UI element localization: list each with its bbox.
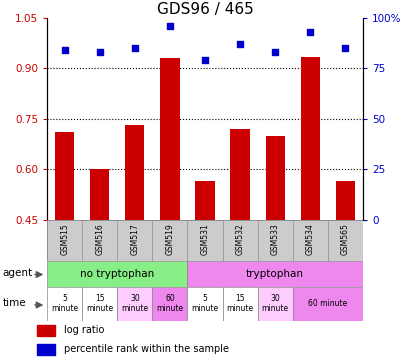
- Text: 5
minute: 5 minute: [191, 294, 218, 313]
- Point: [341, 45, 348, 51]
- Bar: [152, 287, 187, 321]
- Bar: [195, 181, 214, 220]
- Point: [236, 41, 243, 47]
- Bar: [222, 287, 257, 321]
- Text: GSM532: GSM532: [235, 223, 244, 255]
- Bar: [37, 325, 55, 336]
- Point: [306, 29, 313, 35]
- Text: log ratio: log ratio: [63, 325, 103, 335]
- Bar: [125, 125, 144, 220]
- Text: GSM533: GSM533: [270, 223, 279, 255]
- Bar: [47, 287, 82, 321]
- Text: tryptophan: tryptophan: [245, 269, 303, 279]
- Text: agent: agent: [2, 268, 32, 278]
- Text: time: time: [2, 298, 26, 308]
- Point: [61, 47, 68, 53]
- Point: [201, 57, 208, 63]
- Text: GSM515: GSM515: [60, 223, 69, 255]
- Text: 30
minute: 30 minute: [261, 294, 288, 313]
- Text: GSM565: GSM565: [340, 223, 349, 255]
- Point: [166, 23, 173, 29]
- Bar: [292, 220, 327, 261]
- Bar: [257, 287, 292, 321]
- Text: 5
minute: 5 minute: [51, 294, 78, 313]
- Bar: [265, 136, 284, 220]
- Bar: [117, 287, 152, 321]
- Point: [271, 49, 278, 55]
- Bar: [37, 344, 55, 355]
- Text: GSM519: GSM519: [165, 223, 174, 255]
- Bar: [47, 220, 82, 261]
- Bar: [257, 220, 292, 261]
- Bar: [82, 220, 117, 261]
- Text: GSM516: GSM516: [95, 223, 104, 255]
- Bar: [47, 261, 187, 287]
- Bar: [187, 220, 222, 261]
- Text: no tryptophan: no tryptophan: [80, 269, 154, 279]
- Bar: [300, 56, 319, 220]
- Text: 15
minute: 15 minute: [86, 294, 113, 313]
- Bar: [55, 132, 74, 220]
- Bar: [230, 129, 249, 220]
- Text: percentile rank within the sample: percentile rank within the sample: [63, 344, 228, 354]
- Bar: [335, 181, 354, 220]
- Text: GSM517: GSM517: [130, 223, 139, 255]
- Bar: [292, 287, 362, 321]
- Bar: [187, 261, 362, 287]
- Bar: [152, 220, 187, 261]
- Text: 30
minute: 30 minute: [121, 294, 148, 313]
- Bar: [117, 220, 152, 261]
- Bar: [90, 169, 109, 220]
- Bar: [160, 58, 179, 220]
- Bar: [327, 220, 362, 261]
- Text: 60
minute: 60 minute: [156, 294, 183, 313]
- Text: 15
minute: 15 minute: [226, 294, 253, 313]
- Bar: [82, 287, 117, 321]
- Title: GDS96 / 465: GDS96 / 465: [156, 2, 253, 17]
- Text: 60 minute: 60 minute: [308, 299, 346, 308]
- Text: GSM534: GSM534: [305, 223, 314, 255]
- Point: [96, 49, 103, 55]
- Point: [131, 45, 138, 51]
- Bar: [222, 220, 257, 261]
- Bar: [187, 287, 222, 321]
- Text: GSM531: GSM531: [200, 223, 209, 255]
